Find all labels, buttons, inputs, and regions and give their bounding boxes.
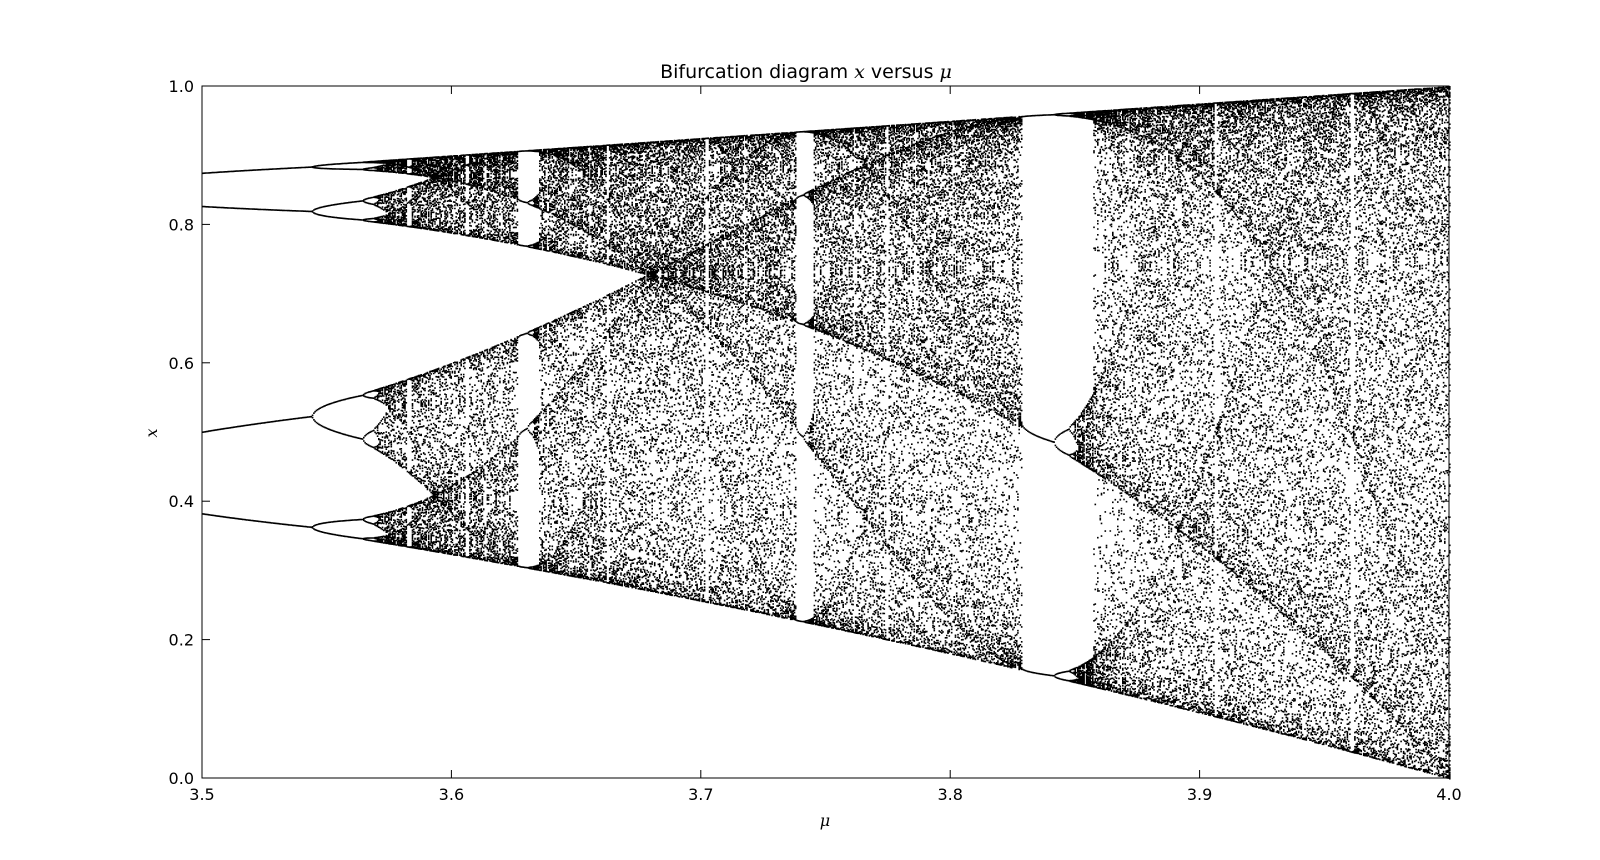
chart-title-var-x: x [854,61,865,83]
y-tick-label: 1.0 [169,77,194,96]
x-tick-label: 3.5 [189,785,214,804]
y-tick-label: 0.8 [169,215,194,234]
chart-title-text: Bifurcation diagram [660,61,854,83]
y-tick-label: 0.2 [169,631,194,650]
chart-title-var-mu: μ [940,61,952,83]
chart-title: Bifurcation diagram x versus μ [660,61,952,83]
y-tick-label: 0.4 [169,492,194,511]
x-tick-label: 3.7 [688,785,713,804]
y-tick-label: 0.0 [169,769,194,788]
x-axis-ticks: 3.5 3.6 3.7 3.8 3.9 4.0 [189,86,1462,804]
x-axis-label: μ [820,811,830,830]
scatter-points [202,86,1451,780]
data-points-layer [202,86,1451,780]
y-axis-ticks: 0.0 0.2 0.4 0.6 0.8 1.0 [169,77,1449,788]
y-axis-label: x [142,428,161,437]
svg-text:Bifurcation diagram x versus μ: Bifurcation diagram x versus μ [660,61,952,83]
x-tick-label: 3.8 [937,785,962,804]
x-tick-label: 3.9 [1187,785,1212,804]
x-tick-label: 4.0 [1436,785,1461,804]
chart-title-mid: versus [865,61,940,83]
plot-frame [201,85,1450,779]
y-tick-label: 0.6 [169,354,194,373]
x-tick-label: 3.6 [439,785,464,804]
